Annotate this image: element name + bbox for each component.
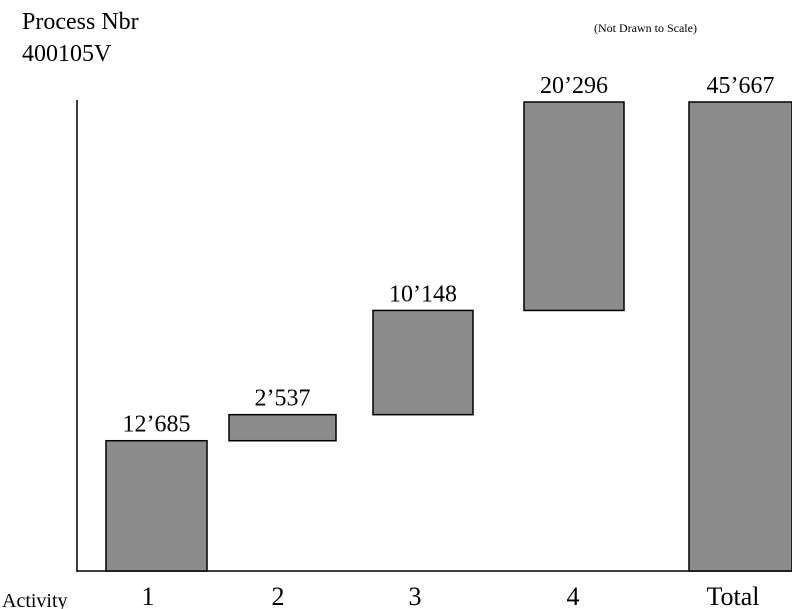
chart-title-line-2: 400105V — [22, 41, 112, 67]
value-label-total: 45’667 — [707, 73, 775, 99]
bar-1 — [105, 439, 208, 572]
bar-3 — [372, 309, 474, 416]
category-label-total: Total — [706, 582, 759, 609]
x-axis-label: Activity — [2, 590, 68, 609]
bar-group — [105, 101, 792, 572]
bar-2 — [228, 413, 337, 442]
value-label-3: 10’148 — [389, 281, 457, 307]
value-label-4: 20’296 — [540, 73, 608, 99]
category-label-3: 3 — [409, 582, 422, 609]
scale-note: (Not Drawn to Scale) — [594, 21, 697, 35]
value-label-group: 12’685 2’537 10’148 20’296 45’667 — [123, 73, 775, 438]
value-label-2: 2’537 — [255, 386, 311, 412]
value-label-1: 12’685 — [123, 412, 191, 438]
category-label-4: 4 — [567, 582, 580, 609]
bar-total — [688, 101, 792, 572]
chart-title-line-1: Process Nbr — [22, 9, 139, 35]
category-label-1: 1 — [142, 582, 155, 609]
category-label-group: 1 2 3 4 Total — [142, 582, 760, 609]
category-label-2: 2 — [272, 582, 285, 609]
bar-4 — [523, 101, 625, 312]
